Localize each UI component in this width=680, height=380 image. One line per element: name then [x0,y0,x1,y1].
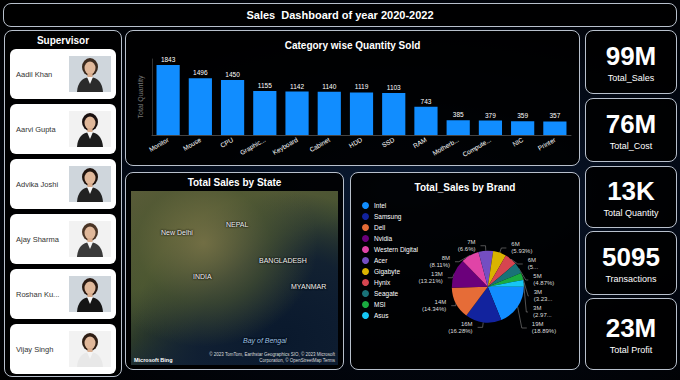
svg-text:Dell: Dell [374,224,386,231]
html-text:INDIA: INDIA [193,273,212,280]
svg-text:CPU: CPU [219,136,235,149]
svg-text:1155: 1155 [258,82,272,89]
svg-text:Printer: Printer [537,136,558,152]
svg-text:6M: 6M [528,257,536,263]
svg-text:1119: 1119 [355,83,369,90]
svg-text:Intel: Intel [374,202,387,209]
svg-text:(8.11%): (8.11%) [429,262,450,268]
svg-text:Category wise Quantity Sold: Category wise Quantity Sold [285,40,421,51]
svg-text:7M: 7M [467,239,475,245]
html-text:NEPAL: NEPAL [226,221,249,228]
svg-text:(16.28%): (16.28%) [448,328,472,334]
svg-text:(3.23...: (3.23... [534,296,553,302]
svg-text:Western Digital: Western Digital [374,246,419,254]
svg-text:3M: 3M [534,289,542,295]
svg-text:6M: 6M [511,241,519,247]
svg-text:Monitor: Monitor [148,136,171,153]
svg-text:(4.87%): (4.87%) [533,280,554,286]
html-text:Ajay Sharma: Ajay Sharma [16,234,59,244]
html-text:Total_Sales: Total_Sales [607,73,655,83]
svg-text:(18.89%): (18.89%) [532,328,556,334]
svg-text:Acer: Acer [374,257,388,264]
html-text:76M: 76M [605,109,657,139]
svg-text:Mouse: Mouse [182,136,203,152]
svg-text:743: 743 [421,98,432,105]
svg-text:(2.97...: (2.97... [533,312,552,318]
html-text:New Delhi: New Delhi [161,229,193,236]
svg-text:5M: 5M [533,273,541,279]
svg-text:Asus: Asus [374,312,389,319]
svg-text:1103: 1103 [387,84,401,91]
svg-text:Graphic...: Graphic... [239,136,268,157]
html-text:Advika Joshi: Advika Joshi [16,179,59,189]
svg-text:379: 379 [485,112,496,119]
svg-text:357: 357 [549,112,560,119]
html-text:Total Sales by State: Total Sales by State [187,177,282,188]
svg-text:(5...: (5... [528,264,539,270]
svg-text:385: 385 [453,111,464,118]
html-text:99M: 99M [605,41,657,71]
svg-text:Keyboard: Keyboard [271,136,299,157]
svg-text:Samsung: Samsung [374,213,402,221]
svg-text:13M: 13M [431,271,443,277]
html-text:Sales Dashboard of year 2020-2: Sales Dashboard of year 2020-2022 [246,9,434,21]
svg-text:HDD: HDD [348,136,364,149]
html-text:Roshan Ku...: Roshan Ku... [16,289,60,299]
html-text:Total_Cost: Total_Cost [609,141,653,151]
svg-text:Compute...: Compute... [461,136,493,159]
svg-text:1843: 1843 [161,56,176,63]
svg-text:Total Quantity: Total Quantity [137,75,145,118]
html-text:© 2023 TomTom, Earthstar Geogr: © 2023 TomTom, Earthstar Geographics SIO… [209,352,335,363]
svg-text:16M: 16M [461,321,473,327]
svg-text:Nvidia: Nvidia [374,235,392,242]
svg-text:Gigabyte: Gigabyte [374,268,400,276]
svg-text:SSD: SSD [380,136,395,149]
svg-text:Seagate: Seagate [374,290,399,298]
svg-text:14M: 14M [435,299,447,305]
html-text:13K: 13K [607,176,655,206]
svg-text:(5.93%): (5.93%) [511,248,532,254]
svg-text:MSI: MSI [374,301,386,308]
html-text:Aadil Khan: Aadil Khan [16,69,53,79]
html-text:Bay of Bengal: Bay of Bengal [243,337,287,344]
html-text:Aarvi Gupta: Aarvi Gupta [16,124,56,134]
html-text:Transactions: Transactions [605,274,657,284]
html-text:Microsoft Bing: Microsoft Bing [134,357,173,363]
html-text:Supervisor: Supervisor [36,35,90,46]
svg-text:Hynix: Hynix [374,279,391,287]
svg-text:1142: 1142 [290,83,304,90]
svg-text:(14.34%): (14.34%) [422,306,446,312]
svg-text:8M: 8M [442,255,450,261]
svg-text:3M: 3M [533,305,541,311]
html-text:BANGLADESH: BANGLADESH [259,257,307,264]
html-text:MYANMAR: MYANMAR [291,283,327,290]
html-text:Total Profit: Total Profit [609,345,653,355]
svg-text:Cabinet: Cabinet [308,136,331,153]
svg-text:(6.6%): (6.6%) [458,246,476,252]
svg-text:359: 359 [517,112,528,119]
html-text:5095: 5095 [602,242,660,272]
html-text:23M: 23M [605,313,657,343]
svg-text:(13.21%): (13.21%) [418,278,442,284]
svg-text:1140: 1140 [322,83,336,90]
svg-text:19M: 19M [532,321,544,327]
html-text:Vijay Singh: Vijay Singh [16,344,54,354]
svg-text:NIC: NIC [511,136,524,148]
svg-text:Motherb...: Motherb... [431,136,460,157]
svg-text:1450: 1450 [225,71,240,78]
svg-text:RAM: RAM [412,136,428,149]
svg-text:Total_Sales by Brand: Total_Sales by Brand [415,182,516,193]
svg-text:1496: 1496 [193,69,208,76]
html-text:Total Quantity: Total Quantity [603,208,659,218]
